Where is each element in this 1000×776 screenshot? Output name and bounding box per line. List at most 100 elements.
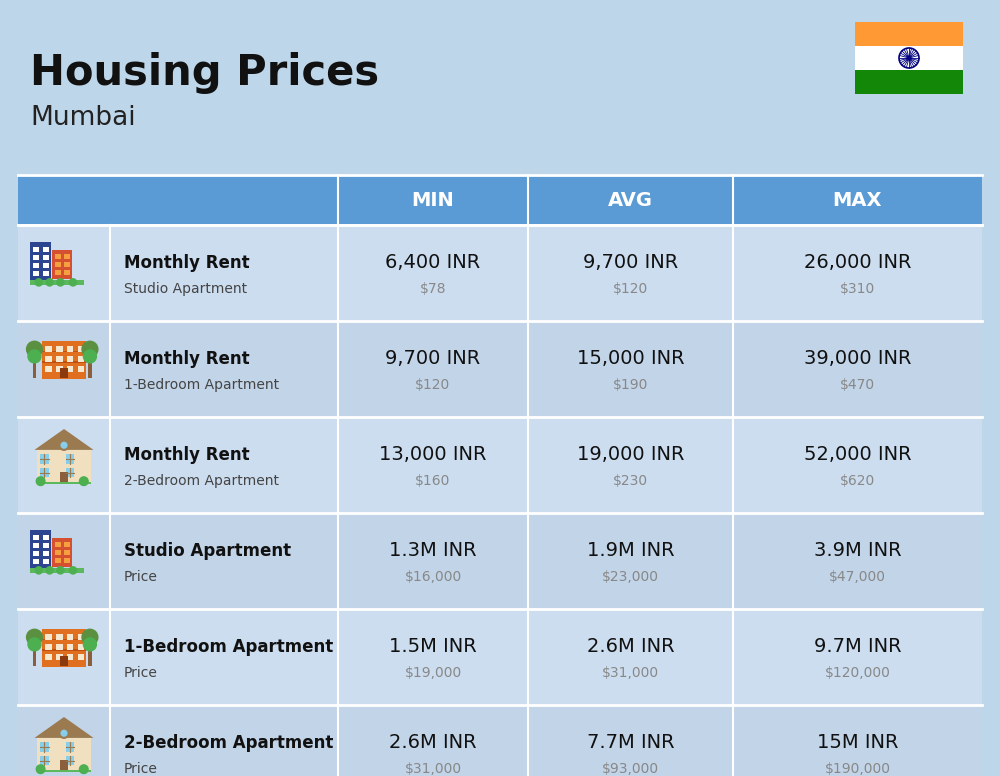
FancyBboxPatch shape — [42, 341, 86, 379]
Text: $120: $120 — [415, 378, 451, 392]
Text: 2-Bedroom Apartment: 2-Bedroom Apartment — [124, 474, 279, 488]
FancyBboxPatch shape — [55, 262, 61, 267]
Circle shape — [57, 566, 64, 574]
FancyBboxPatch shape — [64, 262, 70, 267]
FancyBboxPatch shape — [67, 355, 73, 362]
FancyBboxPatch shape — [18, 705, 982, 776]
FancyBboxPatch shape — [33, 543, 39, 549]
Text: $470: $470 — [840, 378, 875, 392]
FancyBboxPatch shape — [18, 225, 982, 321]
FancyBboxPatch shape — [88, 644, 92, 666]
Circle shape — [35, 279, 42, 286]
Text: $310: $310 — [840, 282, 875, 296]
Text: 2.6M INR: 2.6M INR — [587, 638, 674, 656]
Circle shape — [69, 279, 77, 286]
Text: Housing Prices: Housing Prices — [30, 52, 379, 94]
FancyBboxPatch shape — [18, 175, 982, 225]
FancyBboxPatch shape — [33, 644, 36, 666]
FancyBboxPatch shape — [37, 770, 91, 771]
FancyBboxPatch shape — [43, 559, 49, 564]
Text: 1.3M INR: 1.3M INR — [389, 542, 477, 560]
FancyBboxPatch shape — [33, 559, 39, 564]
Circle shape — [27, 629, 42, 645]
FancyBboxPatch shape — [37, 738, 91, 771]
FancyBboxPatch shape — [855, 22, 963, 46]
FancyBboxPatch shape — [67, 365, 73, 372]
FancyBboxPatch shape — [67, 653, 73, 660]
Text: 6,400 INR: 6,400 INR — [385, 254, 481, 272]
Text: Price: Price — [124, 570, 158, 584]
FancyBboxPatch shape — [43, 247, 49, 252]
FancyBboxPatch shape — [55, 542, 61, 547]
Text: $47,000: $47,000 — [829, 570, 886, 584]
Circle shape — [82, 341, 98, 357]
FancyBboxPatch shape — [40, 454, 49, 463]
Text: 1.9M INR: 1.9M INR — [587, 542, 674, 560]
Text: 9,700 INR: 9,700 INR — [385, 349, 481, 369]
Text: 26,000 INR: 26,000 INR — [804, 254, 911, 272]
FancyBboxPatch shape — [40, 756, 49, 765]
FancyBboxPatch shape — [78, 345, 84, 352]
FancyBboxPatch shape — [18, 321, 982, 417]
Circle shape — [82, 629, 98, 645]
Text: 7.7M INR: 7.7M INR — [587, 733, 674, 753]
Text: $190: $190 — [613, 378, 648, 392]
Text: Monthly Rent: Monthly Rent — [124, 446, 250, 464]
FancyBboxPatch shape — [60, 656, 68, 666]
Circle shape — [27, 341, 42, 357]
Text: 52,000 INR: 52,000 INR — [804, 445, 911, 465]
FancyBboxPatch shape — [55, 255, 61, 259]
FancyBboxPatch shape — [56, 355, 63, 362]
Circle shape — [57, 279, 64, 286]
FancyBboxPatch shape — [78, 643, 84, 650]
Text: 9.7M INR: 9.7M INR — [814, 638, 901, 656]
Circle shape — [908, 57, 910, 60]
Circle shape — [69, 566, 77, 574]
FancyBboxPatch shape — [33, 356, 36, 378]
FancyBboxPatch shape — [43, 535, 49, 540]
FancyBboxPatch shape — [33, 535, 39, 540]
FancyBboxPatch shape — [64, 558, 70, 563]
FancyBboxPatch shape — [43, 255, 49, 261]
FancyBboxPatch shape — [18, 513, 982, 609]
Text: $23,000: $23,000 — [602, 570, 659, 584]
Circle shape — [61, 730, 67, 736]
Text: $120: $120 — [613, 282, 648, 296]
FancyBboxPatch shape — [55, 558, 61, 563]
FancyBboxPatch shape — [33, 271, 39, 276]
FancyBboxPatch shape — [60, 473, 68, 482]
FancyBboxPatch shape — [66, 756, 74, 765]
FancyBboxPatch shape — [67, 643, 73, 650]
Circle shape — [46, 566, 53, 574]
FancyBboxPatch shape — [64, 270, 70, 275]
FancyBboxPatch shape — [43, 263, 49, 268]
FancyBboxPatch shape — [37, 450, 91, 482]
Text: 19,000 INR: 19,000 INR — [577, 445, 684, 465]
Text: 2.6M INR: 2.6M INR — [389, 733, 477, 753]
Text: Monthly Rent: Monthly Rent — [124, 254, 250, 272]
Text: Monthly Rent: Monthly Rent — [124, 350, 250, 368]
Text: 1.5M INR: 1.5M INR — [389, 638, 477, 656]
FancyBboxPatch shape — [43, 551, 49, 556]
FancyBboxPatch shape — [33, 263, 39, 268]
Text: $31,000: $31,000 — [602, 666, 659, 680]
Text: Price: Price — [124, 762, 158, 776]
Circle shape — [46, 279, 53, 286]
FancyBboxPatch shape — [55, 270, 61, 275]
FancyBboxPatch shape — [66, 454, 74, 463]
Text: MIN: MIN — [412, 190, 454, 210]
FancyBboxPatch shape — [56, 643, 63, 650]
FancyBboxPatch shape — [45, 653, 52, 660]
FancyBboxPatch shape — [88, 356, 92, 378]
FancyBboxPatch shape — [42, 629, 86, 667]
FancyBboxPatch shape — [64, 550, 70, 556]
FancyBboxPatch shape — [45, 345, 52, 352]
FancyBboxPatch shape — [855, 46, 963, 70]
FancyBboxPatch shape — [55, 550, 61, 556]
Circle shape — [79, 477, 88, 486]
FancyBboxPatch shape — [78, 653, 84, 660]
FancyBboxPatch shape — [40, 742, 49, 752]
Text: $120,000: $120,000 — [825, 666, 890, 680]
Text: Mumbai: Mumbai — [30, 105, 136, 131]
Text: 1-Bedroom Apartment: 1-Bedroom Apartment — [124, 378, 279, 392]
